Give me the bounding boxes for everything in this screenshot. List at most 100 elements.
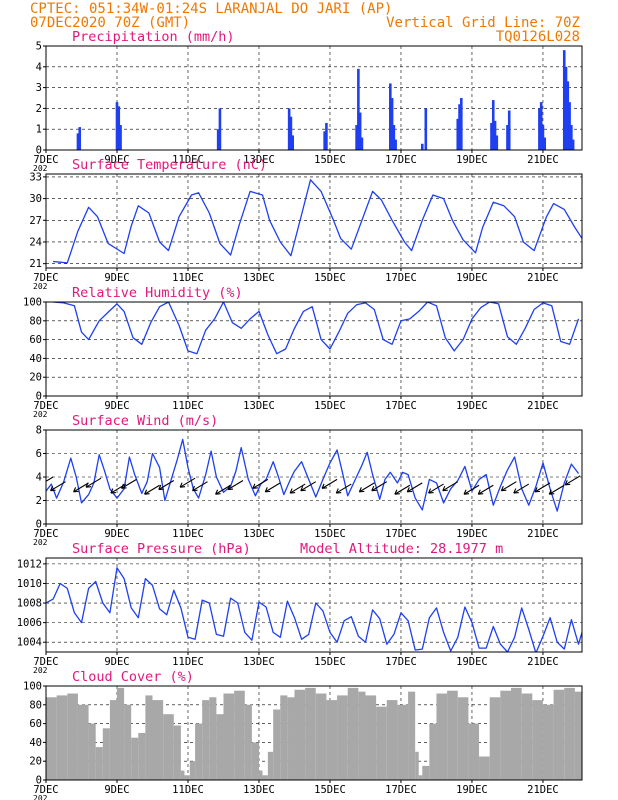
cloud-cover-title: Cloud Cover (%) [72, 669, 194, 685]
wind-arrow-head [564, 480, 571, 486]
wind-arrow [564, 475, 581, 486]
precip-bar [355, 125, 358, 150]
precip-bar [541, 125, 545, 150]
cloud-bar [216, 714, 224, 780]
y-tick-label: 60 [29, 334, 42, 346]
wind-arrow [300, 481, 317, 492]
plot-area [46, 687, 582, 780]
wind-line [46, 438, 580, 512]
panel-cloud-cover: 0 20 40 60 80 100 7DEC 9DEC 11DEC 13DEC 15DEC 17DEC… [23, 669, 583, 800]
x-tick-label: 13DEC [243, 784, 275, 796]
precip-bar [570, 125, 573, 150]
x-tick-label: 9DEC [104, 400, 129, 412]
wind-arrow [548, 484, 565, 495]
x-tick-label: 21DEC [527, 272, 559, 284]
x-tick-label: 7DEC [33, 272, 58, 284]
cloud-bar [511, 687, 522, 780]
x-tick-label: 17DEC [385, 272, 417, 284]
cloud-bar [244, 704, 252, 780]
precip-bar [568, 102, 571, 150]
wind-arrow-head [50, 485, 56, 492]
precip-bar [424, 108, 428, 150]
x-tick-label: 19DEC [456, 154, 488, 166]
panel-frame [45, 45, 583, 151]
pressure-line [46, 567, 582, 652]
wind-arrow-head [73, 487, 79, 493]
precip-bar [115, 102, 119, 150]
y-tick-label: 1012 [17, 558, 42, 570]
panel-precipitation: 0 1 2 3 4 5 7DEC 9DEC 11DEC 13DEC 15DEC 17DEC 19DEC 2… [33, 29, 583, 173]
precip-bar [539, 102, 543, 150]
x-tick-label: 21DEC [527, 656, 559, 668]
wind-arrow-head [500, 485, 507, 492]
x-tick-label: 21DEC [527, 400, 559, 412]
wind-arrow-head [477, 489, 484, 495]
x-tick-label: 19DEC [456, 528, 488, 540]
cloud-bar [415, 751, 419, 780]
wind-arrow-head [371, 485, 377, 492]
y-tick-label: 100 [23, 297, 42, 309]
precip-bar [218, 108, 222, 150]
panel-frame [45, 557, 583, 653]
cloud-bar [408, 691, 416, 780]
wind-arrow [46, 476, 54, 482]
cloud-bar [397, 704, 409, 780]
cloud-bar [46, 697, 57, 780]
y-tick-label: 0 [36, 145, 42, 157]
y-tick-label: 80 [29, 315, 42, 327]
cloud-bar [138, 733, 146, 780]
x-tick-label: 15DEC [314, 154, 346, 166]
x-tick-label: 13DEC [243, 154, 275, 166]
plot-area [76, 50, 575, 150]
precip-bar [456, 118, 460, 150]
x-tick-label: 11DEC [172, 400, 204, 412]
cloud-bar [67, 693, 78, 780]
wind-arrow [513, 483, 530, 494]
precip-bar [458, 104, 461, 150]
x-tick-label: 17DEC [385, 154, 417, 166]
precip-bar [543, 137, 547, 150]
y-tick-label: 20 [29, 756, 42, 768]
cloud-bar [457, 697, 469, 780]
x-tick-label: 17DEC [385, 400, 417, 412]
wind-arrow [371, 481, 388, 492]
precip-bar [119, 125, 122, 150]
panel-humidity: 0 20 40 60 80 100 7DEC 9DEC 11DEC 13DEC 15DEC 17DEC… [23, 285, 583, 419]
y-tick-label: 6 [36, 448, 42, 460]
cloud-bar [436, 693, 448, 780]
cloud-bar [184, 775, 190, 780]
cloud-bar [418, 775, 423, 780]
cloud-bar [326, 700, 338, 780]
wind-arrow [477, 484, 494, 495]
wind-arrow [252, 478, 269, 489]
y-tick-label: 100 [23, 681, 42, 693]
cloud-bar [468, 723, 480, 780]
precip-bar [390, 98, 394, 150]
precip-bar [394, 139, 397, 150]
precip-bar [566, 81, 570, 150]
wind-arrow [179, 477, 196, 488]
y-tick-label: 2 [36, 495, 42, 507]
cloud-bar [479, 756, 490, 780]
x-tick-label: 7DEC [33, 528, 58, 540]
wind-arrow [463, 484, 480, 495]
precip-bar [76, 133, 80, 150]
wind-arrow-head [394, 489, 400, 495]
x-tick-label: 17DEC [385, 656, 417, 668]
cloud-bar [422, 765, 430, 780]
cloud-bar [280, 695, 288, 780]
plot-area [53, 179, 582, 264]
precip-bar [564, 66, 568, 150]
precip-bar [289, 116, 293, 150]
wind-title: Surface Wind (m/s) [72, 413, 218, 429]
wind-arrow-head [300, 485, 306, 492]
y-tick-label: 5 [36, 41, 42, 53]
precip-bar [493, 120, 497, 150]
y-tick-label: 1010 [17, 578, 42, 590]
wind-arrow-head [463, 489, 470, 495]
cloud-bar [532, 700, 543, 780]
cloud-bar [189, 761, 196, 780]
precip-bar [287, 108, 291, 150]
x-tick-label: 11DEC [172, 528, 204, 540]
wind-arrow [227, 480, 244, 490]
